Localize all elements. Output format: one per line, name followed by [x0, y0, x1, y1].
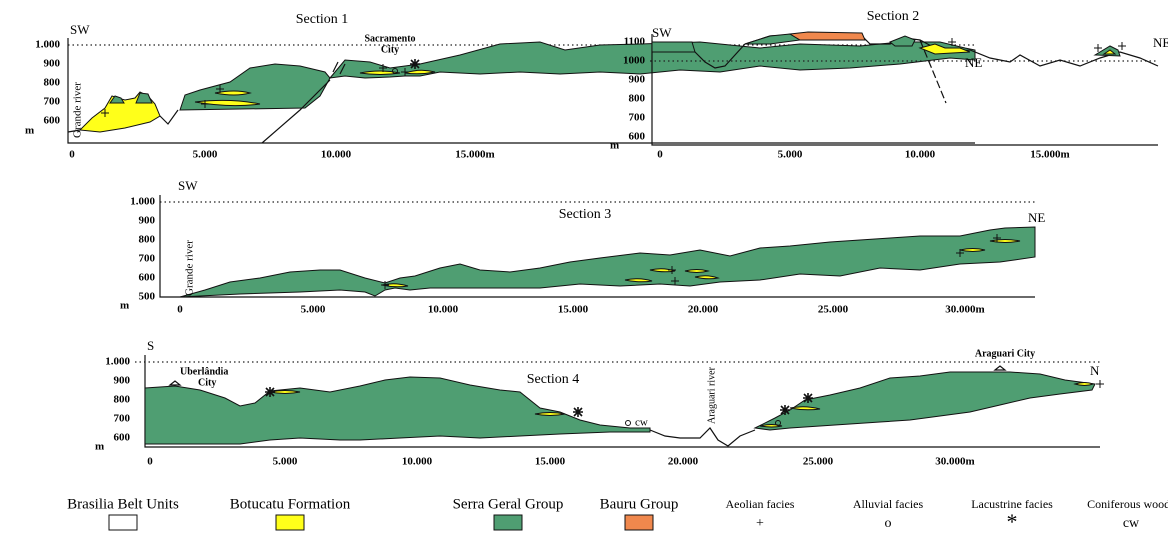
- city-label: Araguari City: [975, 348, 1035, 359]
- city-label: Sacramento: [364, 33, 415, 44]
- x-tick-label: 0: [69, 149, 75, 161]
- x-tick-label: 5.000: [778, 149, 803, 161]
- y-tick-label: 700: [44, 96, 61, 108]
- alluvial-symbol: [626, 421, 631, 426]
- y-tick-label: 600: [139, 272, 156, 284]
- unit-label: m: [95, 441, 104, 453]
- legend-label: Bauru Group: [600, 496, 679, 512]
- city-label: Uberlândia: [180, 366, 228, 377]
- y-tick-label: 900: [139, 215, 156, 227]
- direction-label: S: [147, 338, 154, 353]
- y-tick-label: 600: [44, 115, 61, 127]
- y-tick-label: 800: [44, 77, 61, 89]
- section-title: Section 4: [527, 372, 580, 387]
- x-tick-label: 0: [147, 456, 153, 468]
- y-tick-label: 900: [114, 375, 131, 387]
- legend-symbol: cw: [1123, 516, 1140, 531]
- legend-symbol: *: [1007, 509, 1018, 531]
- river-label: Grande river: [72, 82, 84, 138]
- page: Brasilia Belt Units Botucatu Formation Ser…: [0, 0, 1168, 531]
- x-tick-label: 25.000: [818, 304, 849, 316]
- x-tick-label: 0: [657, 149, 663, 161]
- legend: Brasilia Belt Units Botucatu Formation Ser…: [67, 496, 1168, 531]
- y-tick-label: 600: [114, 432, 131, 444]
- legend-label: Aeolian facies: [726, 497, 795, 511]
- y-tick-label: 700: [629, 112, 646, 124]
- lacustrine-symbol: [780, 405, 790, 415]
- legend-label: Alluvial facies: [853, 497, 924, 511]
- aeolian-symbol: [1118, 42, 1126, 50]
- x-tick-label: 5.000: [193, 149, 218, 161]
- section-title: Section 1: [296, 12, 349, 27]
- x-tick-label: 15.000: [535, 456, 566, 468]
- y-tick-label: 800: [139, 234, 156, 246]
- x-tick-label: 0: [177, 304, 183, 316]
- x-tick-label: 15.000m: [1030, 149, 1069, 161]
- legend-symbol: +: [756, 516, 764, 531]
- aeolian-symbol: [1094, 44, 1102, 52]
- y-tick-label: 1100: [624, 36, 646, 48]
- direction-label: N: [1090, 363, 1100, 378]
- x-tick-label: 10.000: [428, 304, 459, 316]
- x-tick-label: 5.000: [273, 456, 298, 468]
- legend-swatch: [276, 515, 304, 530]
- x-tick-label: 20.000: [668, 456, 699, 468]
- x-tick-label: 25.000: [803, 456, 834, 468]
- unit-label: m: [120, 300, 129, 312]
- direction-label: NE: [965, 55, 982, 70]
- lacustrine-symbol: [410, 59, 420, 69]
- y-tick-label: 600: [629, 131, 646, 143]
- x-tick-label: 10.000: [321, 149, 352, 161]
- y-tick-label: 900: [629, 74, 646, 86]
- y-tick-label: 900: [44, 58, 61, 70]
- lacustrine-symbol: [803, 393, 813, 403]
- x-tick-label: 15.000: [558, 304, 589, 316]
- x-tick-label: 15.000m: [455, 149, 494, 161]
- legend-symbol: o: [885, 516, 892, 531]
- y-tick-label: 700: [139, 253, 156, 265]
- x-tick-label: 10.000: [402, 456, 433, 468]
- legend-swatch: [109, 515, 137, 530]
- direction-label: NE: [1028, 210, 1045, 225]
- y-tick-label: 1.000: [35, 39, 60, 51]
- river-label: Grande river: [184, 240, 196, 296]
- legend-label: Botucatu Formation: [230, 496, 351, 512]
- direction-label: NE: [1153, 35, 1168, 50]
- x-tick-label: 10.000: [905, 149, 936, 161]
- section-4-drawing: [135, 355, 1100, 447]
- x-tick-label: 30.000m: [945, 304, 984, 316]
- section-title: Section 2: [867, 9, 920, 24]
- unit-label: m: [610, 140, 619, 152]
- legend-label: Brasilia Belt Units: [67, 496, 179, 512]
- legend-swatch: [494, 515, 522, 530]
- city-label: City: [198, 377, 216, 388]
- river-label: Araguari river: [706, 366, 717, 424]
- symbol-label: cw: [635, 417, 648, 429]
- section-title: Section 3: [559, 207, 612, 222]
- x-tick-label: 20.000: [688, 304, 719, 316]
- y-tick-label: 1.000: [130, 196, 155, 208]
- direction-label: SW: [652, 25, 672, 40]
- lacustrine-symbol: [573, 407, 583, 417]
- y-tick-label: 1000: [623, 55, 646, 67]
- direction-label: SW: [178, 178, 198, 193]
- direction-label: SW: [70, 22, 90, 37]
- x-tick-label: 5.000: [301, 304, 326, 316]
- city-label: City: [381, 44, 399, 55]
- y-tick-label: 1.000: [105, 356, 130, 368]
- section-1-drawing: [68, 38, 975, 143]
- legend-label: Serra Geral Group: [453, 496, 564, 512]
- y-tick-label: 700: [114, 413, 131, 425]
- legend-swatch: [625, 515, 653, 530]
- unit-label: m: [25, 125, 34, 137]
- lacustrine-symbol: [265, 387, 275, 397]
- y-tick-label: 500: [139, 291, 156, 303]
- legend-label: Coniferous woods: [1087, 497, 1168, 511]
- y-tick-label: 800: [114, 394, 131, 406]
- aeolian-symbol: [1096, 380, 1104, 388]
- y-tick-label: 800: [629, 93, 646, 105]
- x-tick-label: 30.000m: [935, 456, 974, 468]
